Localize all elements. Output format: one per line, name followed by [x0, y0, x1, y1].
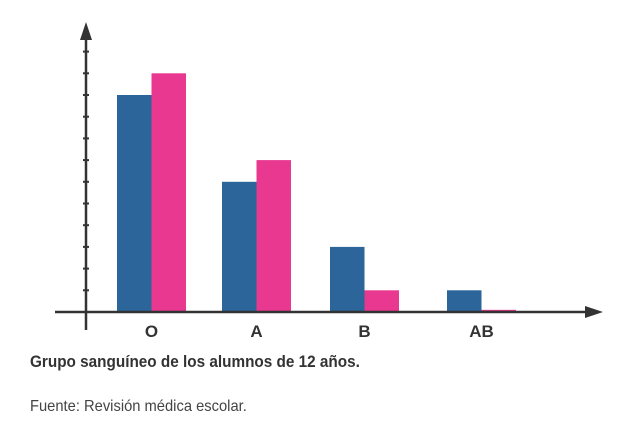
bar-O-series-2 — [151, 73, 186, 312]
bar-AB-series-1 — [447, 290, 482, 312]
chart-caption: Grupo sanguíneo de los alumnos de 12 año… — [30, 352, 360, 371]
x-tick-label: A — [250, 322, 262, 341]
bar-O-series-1 — [117, 95, 152, 312]
chart-source: Fuente: Revisión médica escolar. — [30, 398, 247, 415]
bar-B-series-1 — [330, 246, 365, 312]
bar-A-series-1 — [222, 181, 257, 312]
x-tick-label: AB — [469, 322, 494, 341]
x-axis-arrow — [585, 306, 603, 318]
x-tick-label: O — [145, 322, 158, 341]
bar-B-series-2 — [364, 290, 399, 312]
y-axis-arrow — [80, 22, 92, 40]
x-tick-label: B — [358, 322, 370, 341]
bar-A-series-2 — [256, 160, 291, 312]
